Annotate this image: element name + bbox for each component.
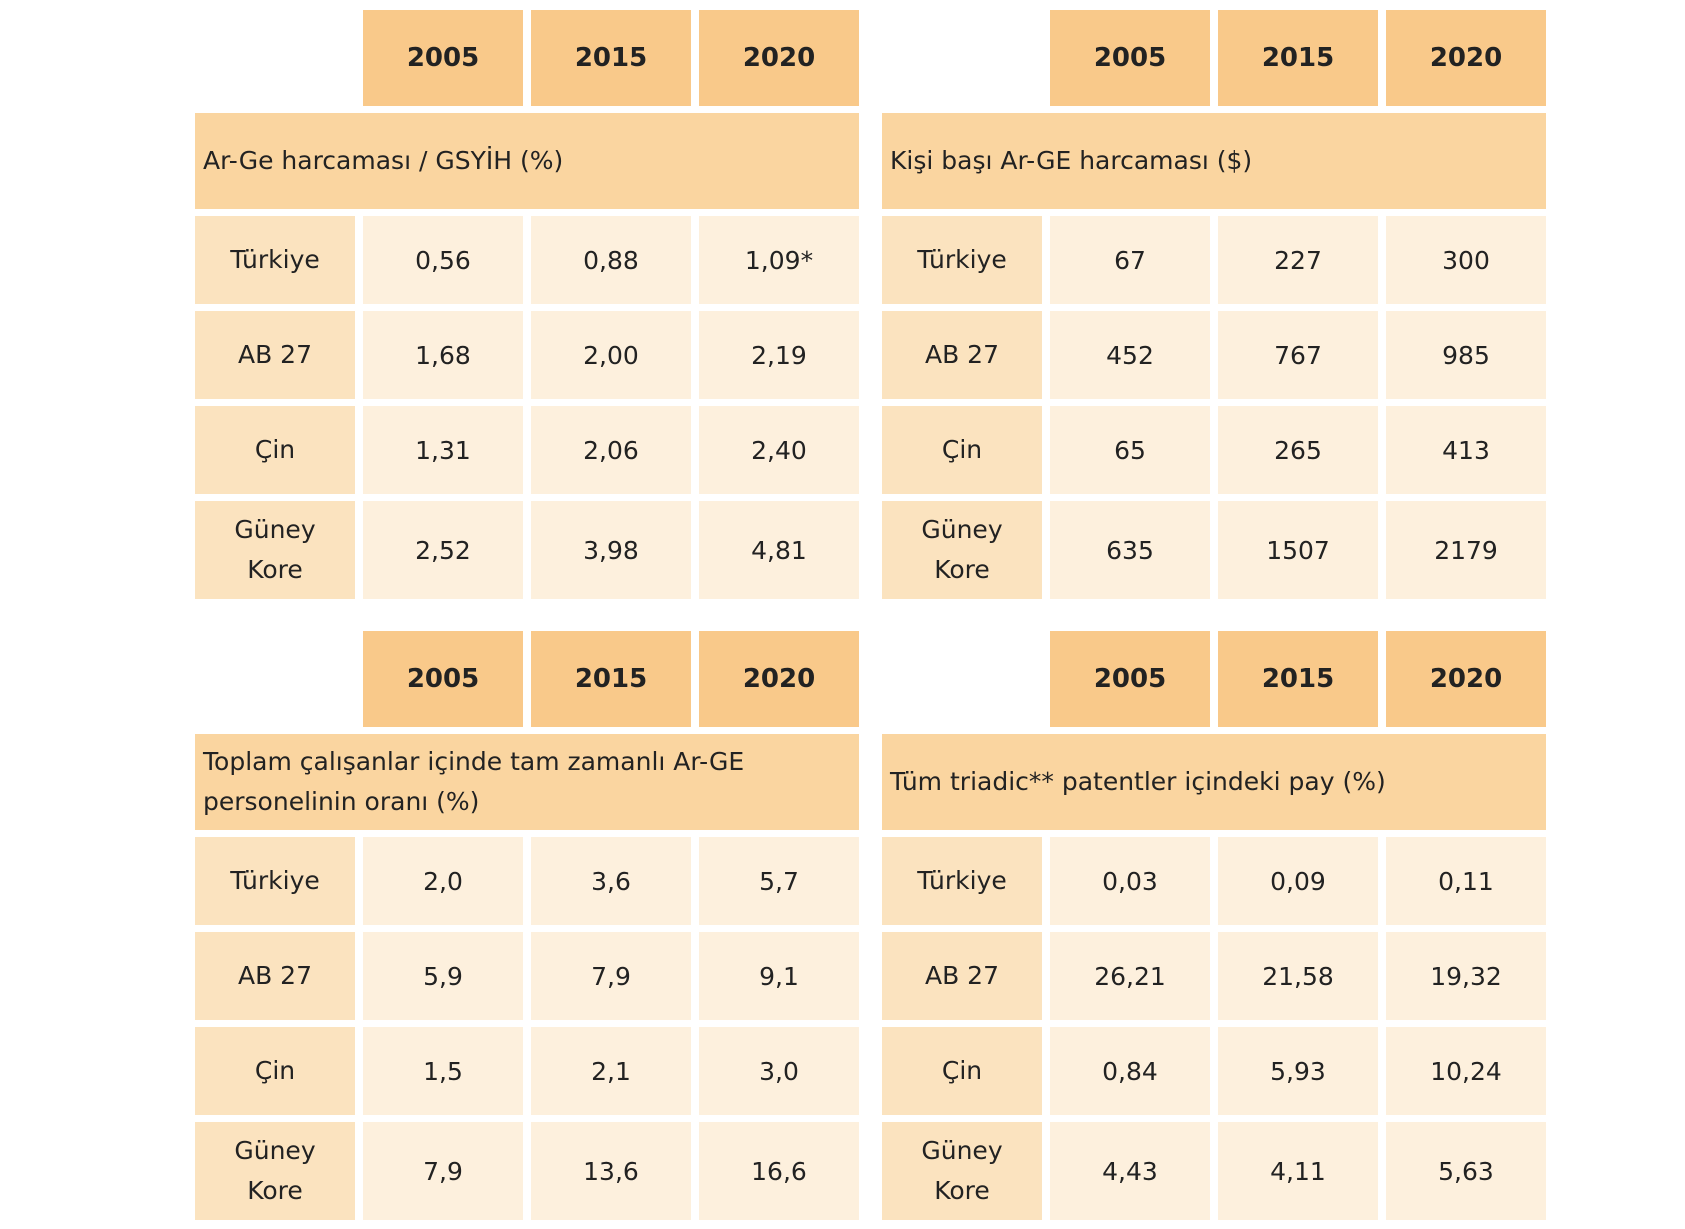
value-cell: 635	[1050, 501, 1210, 599]
row-label: Türkiye	[882, 216, 1042, 304]
value-cell: 1,68	[363, 311, 523, 399]
value-cell: 2,06	[531, 406, 691, 494]
value-cell: 5,7	[699, 837, 859, 925]
row-label: Güney Kore	[195, 501, 355, 599]
value-cell: 0,11	[1386, 837, 1546, 925]
year-header: 2005	[1050, 631, 1210, 727]
value-cell: 3,98	[531, 501, 691, 599]
value-cell: 1507	[1218, 501, 1378, 599]
value-cell: 4,81	[699, 501, 859, 599]
value-cell: 4,11	[1218, 1122, 1378, 1220]
row-label: Çin	[195, 406, 355, 494]
row-label: Güney Kore	[195, 1122, 355, 1220]
table-title: Ar-Ge harcaması / GSYİH (%)	[195, 113, 859, 209]
row-label: Çin	[882, 1027, 1042, 1115]
table-title: Toplam çalışanlar içinde tam zamanlı Ar-…	[195, 734, 859, 830]
value-cell: 21,58	[1218, 932, 1378, 1020]
table-title: Tüm triadic** patentler içindeki pay (%)	[882, 734, 1546, 830]
value-cell: 65	[1050, 406, 1210, 494]
table-title: Kişi başı Ar-GE harcaması ($)	[882, 113, 1546, 209]
value-cell: 2,00	[531, 311, 691, 399]
value-cell: 300	[1386, 216, 1546, 304]
value-cell: 1,31	[363, 406, 523, 494]
year-header: 2020	[1386, 631, 1546, 727]
value-cell: 0,84	[1050, 1027, 1210, 1115]
value-cell: 4,43	[1050, 1122, 1210, 1220]
value-cell: 2,19	[699, 311, 859, 399]
value-cell: 1,09*	[699, 216, 859, 304]
year-header: 2015	[1218, 10, 1378, 106]
data-table: 2005 2015 2020 Ar-Ge harcaması / GSYİH (%) T…	[195, 10, 859, 599]
value-cell: 265	[1218, 406, 1378, 494]
value-cell: 985	[1386, 311, 1546, 399]
value-cell: 3,6	[531, 837, 691, 925]
value-cell: 5,63	[1386, 1122, 1546, 1220]
value-cell: 0,56	[363, 216, 523, 304]
value-cell: 13,6	[531, 1122, 691, 1220]
value-cell: 413	[1386, 406, 1546, 494]
value-cell: 2,52	[363, 501, 523, 599]
value-cell: 9,1	[699, 932, 859, 1020]
row-label: AB 27	[195, 311, 355, 399]
value-cell: 16,6	[699, 1122, 859, 1220]
value-cell: 5,9	[363, 932, 523, 1020]
value-cell: 10,24	[1386, 1027, 1546, 1115]
year-header: 2015	[531, 10, 691, 106]
value-cell: 67	[1050, 216, 1210, 304]
value-cell: 227	[1218, 216, 1378, 304]
year-header: 2005	[363, 10, 523, 106]
value-cell: 19,32	[1386, 932, 1546, 1020]
row-label: Çin	[882, 406, 1042, 494]
value-cell: 7,9	[363, 1122, 523, 1220]
row-label: Güney Kore	[882, 501, 1042, 599]
value-cell: 0,09	[1218, 837, 1378, 925]
value-cell: 2,1	[531, 1027, 691, 1115]
value-cell: 5,93	[1218, 1027, 1378, 1115]
value-cell: 7,9	[531, 932, 691, 1020]
row-label: AB 27	[195, 932, 355, 1020]
year-header: 2015	[1218, 631, 1378, 727]
value-cell: 767	[1218, 311, 1378, 399]
value-cell: 1,5	[363, 1027, 523, 1115]
value-cell: 3,0	[699, 1027, 859, 1115]
row-label: Türkiye	[195, 837, 355, 925]
year-header: 2005	[1050, 10, 1210, 106]
row-label: AB 27	[882, 932, 1042, 1020]
row-label: AB 27	[882, 311, 1042, 399]
data-table: 2005 2015 2020 Toplam çalışanlar içinde tam…	[195, 631, 859, 1220]
value-cell: 0,88	[531, 216, 691, 304]
data-table: 2005 2015 2020 Tüm triadic** patentler için…	[882, 631, 1546, 1220]
year-header: 2020	[1386, 10, 1546, 106]
year-header: 2020	[699, 631, 859, 727]
value-cell: 2,0	[363, 837, 523, 925]
value-cell: 0,03	[1050, 837, 1210, 925]
value-cell: 2,40	[699, 406, 859, 494]
row-label: Çin	[195, 1027, 355, 1115]
value-cell: 2179	[1386, 501, 1546, 599]
year-header: 2015	[531, 631, 691, 727]
row-label: Türkiye	[195, 216, 355, 304]
data-table: 2005 2015 2020 Kişi başı Ar-GE harcaması ($…	[882, 10, 1546, 599]
value-cell: 452	[1050, 311, 1210, 399]
year-header: 2005	[363, 631, 523, 727]
row-label: Türkiye	[882, 837, 1042, 925]
year-header: 2020	[699, 10, 859, 106]
row-label: Güney Kore	[882, 1122, 1042, 1220]
value-cell: 26,21	[1050, 932, 1210, 1020]
